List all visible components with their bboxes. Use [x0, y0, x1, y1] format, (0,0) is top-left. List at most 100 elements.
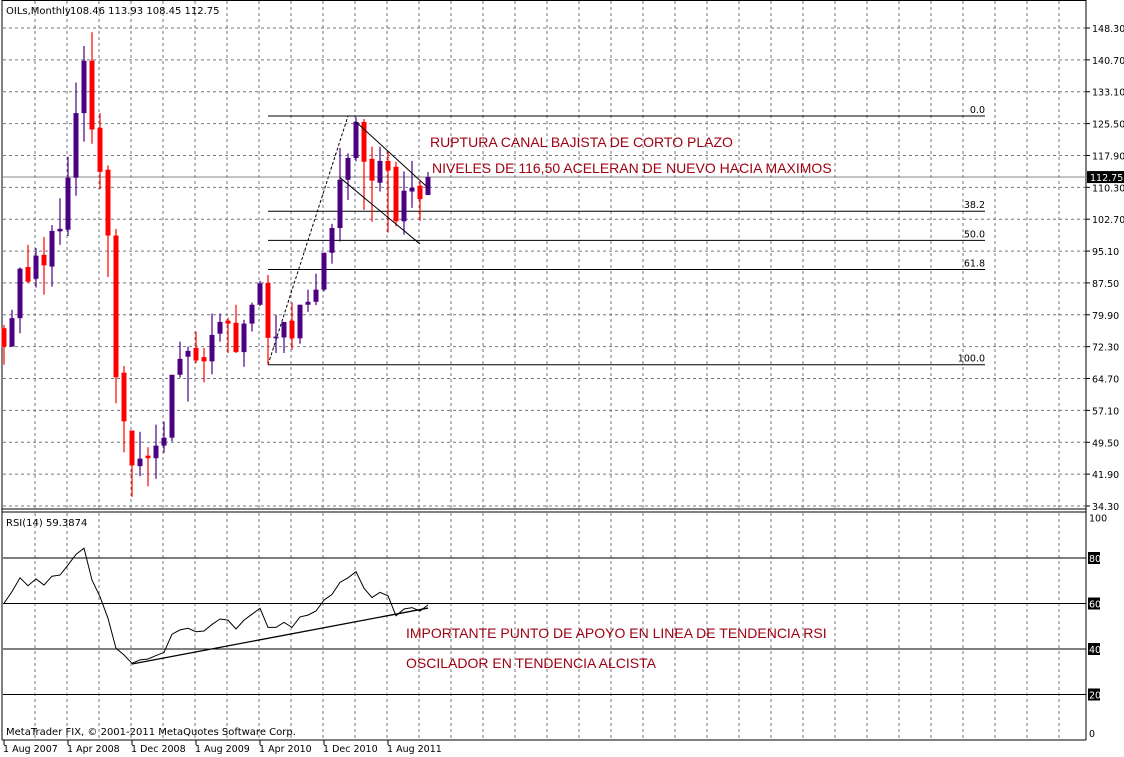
candle: [41, 236, 47, 295]
rsi-tick-label: 40: [1089, 645, 1101, 656]
candle-body: [377, 160, 383, 183]
candle: [377, 146, 383, 192]
candle-body: [49, 230, 55, 267]
candle: [217, 313, 223, 342]
candle: [289, 302, 295, 350]
fibonacci-level-label: 50.0: [964, 229, 985, 240]
rsi-trendline[interactable]: [131, 607, 429, 665]
candle: [361, 118, 367, 210]
rsi-tick-box: [1088, 597, 1100, 610]
axes: 148.30 140.70 133.10 125.50 117.90 110.30 102.…: [3, 24, 1124, 755]
candle-body: [353, 121, 359, 158]
candle-body: [41, 254, 47, 266]
candle-body: [305, 301, 311, 305]
candle: [161, 421, 167, 453]
candle-body: [337, 179, 343, 229]
price-tick-label: 148.30: [1092, 24, 1124, 35]
candle-body: [153, 445, 159, 459]
candle-body: [25, 267, 31, 282]
price-tick-label: 57.10: [1092, 406, 1119, 417]
rsi-tick-label: 80: [1089, 554, 1101, 565]
candle-body: [417, 185, 423, 200]
candle: [369, 146, 375, 222]
candle: [393, 161, 399, 227]
annotation-rsi-trend: OSCILADOR EN TENDENCIA ALCISTA: [406, 655, 657, 671]
candle-body: [129, 430, 135, 466]
time-tick-label: 1 Dec 2010: [323, 744, 378, 755]
candle: [353, 117, 359, 162]
candle-body: [169, 374, 175, 438]
time-tick-label: 1 Apr 2008: [67, 744, 120, 755]
candle: [185, 346, 191, 402]
candle-body: [17, 268, 23, 319]
rsi-tick-label: 20: [1089, 691, 1101, 702]
candle-body: [9, 318, 15, 347]
candle-body: [65, 177, 71, 230]
annotation-levels: NIVELES DE 116,50 ACELERAN DE NUEVO HACI…: [432, 160, 832, 176]
candle: [265, 274, 271, 365]
candle-body: [345, 157, 351, 180]
fibonacci-level-label: 61.8: [964, 259, 985, 270]
time-tick-label: 1 Aug 2007: [3, 744, 58, 755]
candle: [49, 225, 55, 287]
channel-line-upper[interactable]: [355, 121, 429, 189]
candle-body: [217, 321, 223, 334]
price-tick-label: 72.30: [1092, 343, 1119, 354]
candle-body: [161, 437, 167, 446]
rsi-tick-label: 60: [1089, 600, 1101, 611]
candle-body: [145, 455, 151, 459]
candle: [209, 313, 215, 375]
candle: [233, 304, 239, 353]
candle-body: [193, 347, 199, 361]
price-tick-label: 95.10: [1092, 247, 1119, 258]
fibonacci-level-label: 38.2: [964, 200, 985, 211]
candle-body: [137, 458, 143, 467]
time-tick-label: 1 Aug 2009: [195, 744, 250, 755]
channel-line-lower[interactable]: [339, 177, 421, 245]
candle-body: [393, 166, 399, 222]
candle: [121, 365, 127, 453]
candle: [201, 347, 207, 383]
candle: [145, 447, 151, 487]
candle: [257, 280, 263, 306]
candle-body: [57, 228, 63, 232]
rsi-tick-box: [1088, 643, 1100, 655]
rsi-line: [3, 547, 429, 664]
candle: [409, 160, 415, 208]
candle-body: [321, 252, 327, 290]
candle: [113, 228, 119, 404]
candle-body: [289, 320, 295, 339]
current-price-label: 112.75: [1090, 173, 1123, 184]
candle: [169, 374, 175, 442]
price-tick-label: 49.50: [1092, 438, 1119, 449]
candle: [321, 252, 327, 292]
candle-body: [425, 177, 431, 196]
price-tick-label: 102.70: [1092, 215, 1124, 226]
candle: [33, 248, 39, 288]
candle-body: [89, 60, 95, 130]
candle: [249, 302, 255, 332]
candle-body: [281, 321, 287, 338]
candle: [401, 171, 407, 235]
rsi-panel[interactable]: [3, 547, 1086, 695]
candle: [273, 314, 279, 353]
candle: [129, 430, 135, 497]
candle-body: [265, 282, 271, 338]
candle: [225, 317, 231, 353]
price-panel[interactable]: 0.0 38.2 50.0 61.8 100.0: [1, 32, 1087, 497]
candle-body: [273, 336, 279, 339]
ohlc-readout: 108.46 113.93 108.45 112.75: [70, 6, 220, 17]
candle-body: [369, 158, 375, 181]
fibonacci-level-label: 0.0: [970, 105, 985, 116]
candle-body: [73, 113, 79, 178]
price-tick-label: 87.50: [1092, 279, 1119, 290]
price-tick-label: 41.90: [1092, 470, 1119, 481]
price-tick-label: 125.50: [1092, 120, 1124, 131]
candle-body: [361, 121, 367, 162]
candle: [57, 198, 63, 245]
candle-body: [257, 283, 263, 305]
candle: [281, 321, 287, 353]
candle: [313, 273, 319, 306]
candle-body: [249, 304, 255, 324]
